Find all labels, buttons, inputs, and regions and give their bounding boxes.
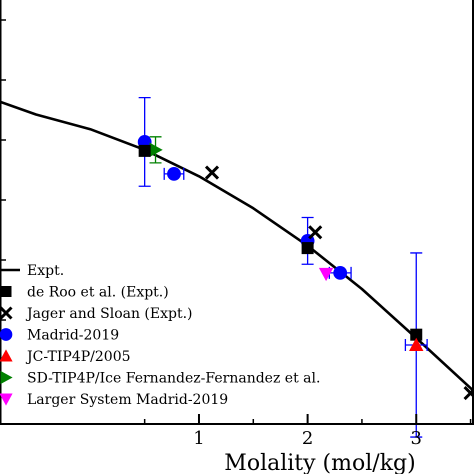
legend-item-5: SD-TIP4P/Ice Fernandez-Fernandez et al. <box>0 370 320 387</box>
series-5-marker-0 <box>318 267 334 282</box>
series-1-marker-1 <box>308 225 323 240</box>
x-tick-label-2: 3 <box>411 428 422 449</box>
legend-label-3: Madrid-2019 <box>27 328 119 344</box>
legend-marker-icon-2 <box>0 306 13 320</box>
legend-item-3: Madrid-2019 <box>0 328 119 344</box>
legend-label-1: de Roo et al. (Expt.) <box>27 285 169 301</box>
legend-label-5: SD-TIP4P/Ice Fernandez-Fernandez et al. <box>27 371 320 387</box>
legend-item-2: Jager and Sloan (Expt.) <box>0 306 193 322</box>
x-tick-label-1: 2 <box>302 428 313 449</box>
legend-label-2: Jager and Sloan (Expt.) <box>25 306 193 322</box>
series-1-marker-2 <box>463 386 474 401</box>
series-0-marker-1 <box>301 242 314 255</box>
legend-marker-icon-4 <box>0 349 13 362</box>
legend: Expt. de Roo et al. (Expt.) Jager and Sloa… <box>0 263 320 408</box>
legend-marker-icon-1 <box>0 286 12 297</box>
x-axis-label: Molality (mol/kg) <box>224 451 415 474</box>
legend-marker-icon-5 <box>0 370 13 385</box>
legend-marker-icon-3 <box>0 328 13 341</box>
legend-item-6: Larger System Madrid-2019 <box>0 392 228 408</box>
series-3-marker-0 <box>409 337 424 351</box>
legend-item-4: JC-TIP4P/2005 <box>0 349 131 365</box>
expt-curve <box>0 100 474 394</box>
legend-item-0: Expt. <box>0 263 64 279</box>
legend-item-1: de Roo et al. (Expt.) <box>0 285 169 301</box>
series-2-marker-1 <box>167 166 181 181</box>
series-0-marker-0 <box>138 144 151 157</box>
series-2-marker-3 <box>333 265 348 280</box>
legend-label-6: Larger System Madrid-2019 <box>27 392 228 408</box>
series-1-marker-0 <box>204 165 220 180</box>
plot-area <box>0 96 474 438</box>
series-4-marker-0 <box>149 142 163 158</box>
legend-marker-icon-6 <box>0 393 13 406</box>
axes: 1 2 3 <box>0 0 474 449</box>
x-tick-label-0: 1 <box>193 428 204 449</box>
legend-label-0: Expt. <box>27 263 64 279</box>
axes-frame <box>0 0 474 425</box>
legend-label-4: JC-TIP4P/2005 <box>25 349 131 365</box>
series-0-marker-2 <box>410 328 423 341</box>
